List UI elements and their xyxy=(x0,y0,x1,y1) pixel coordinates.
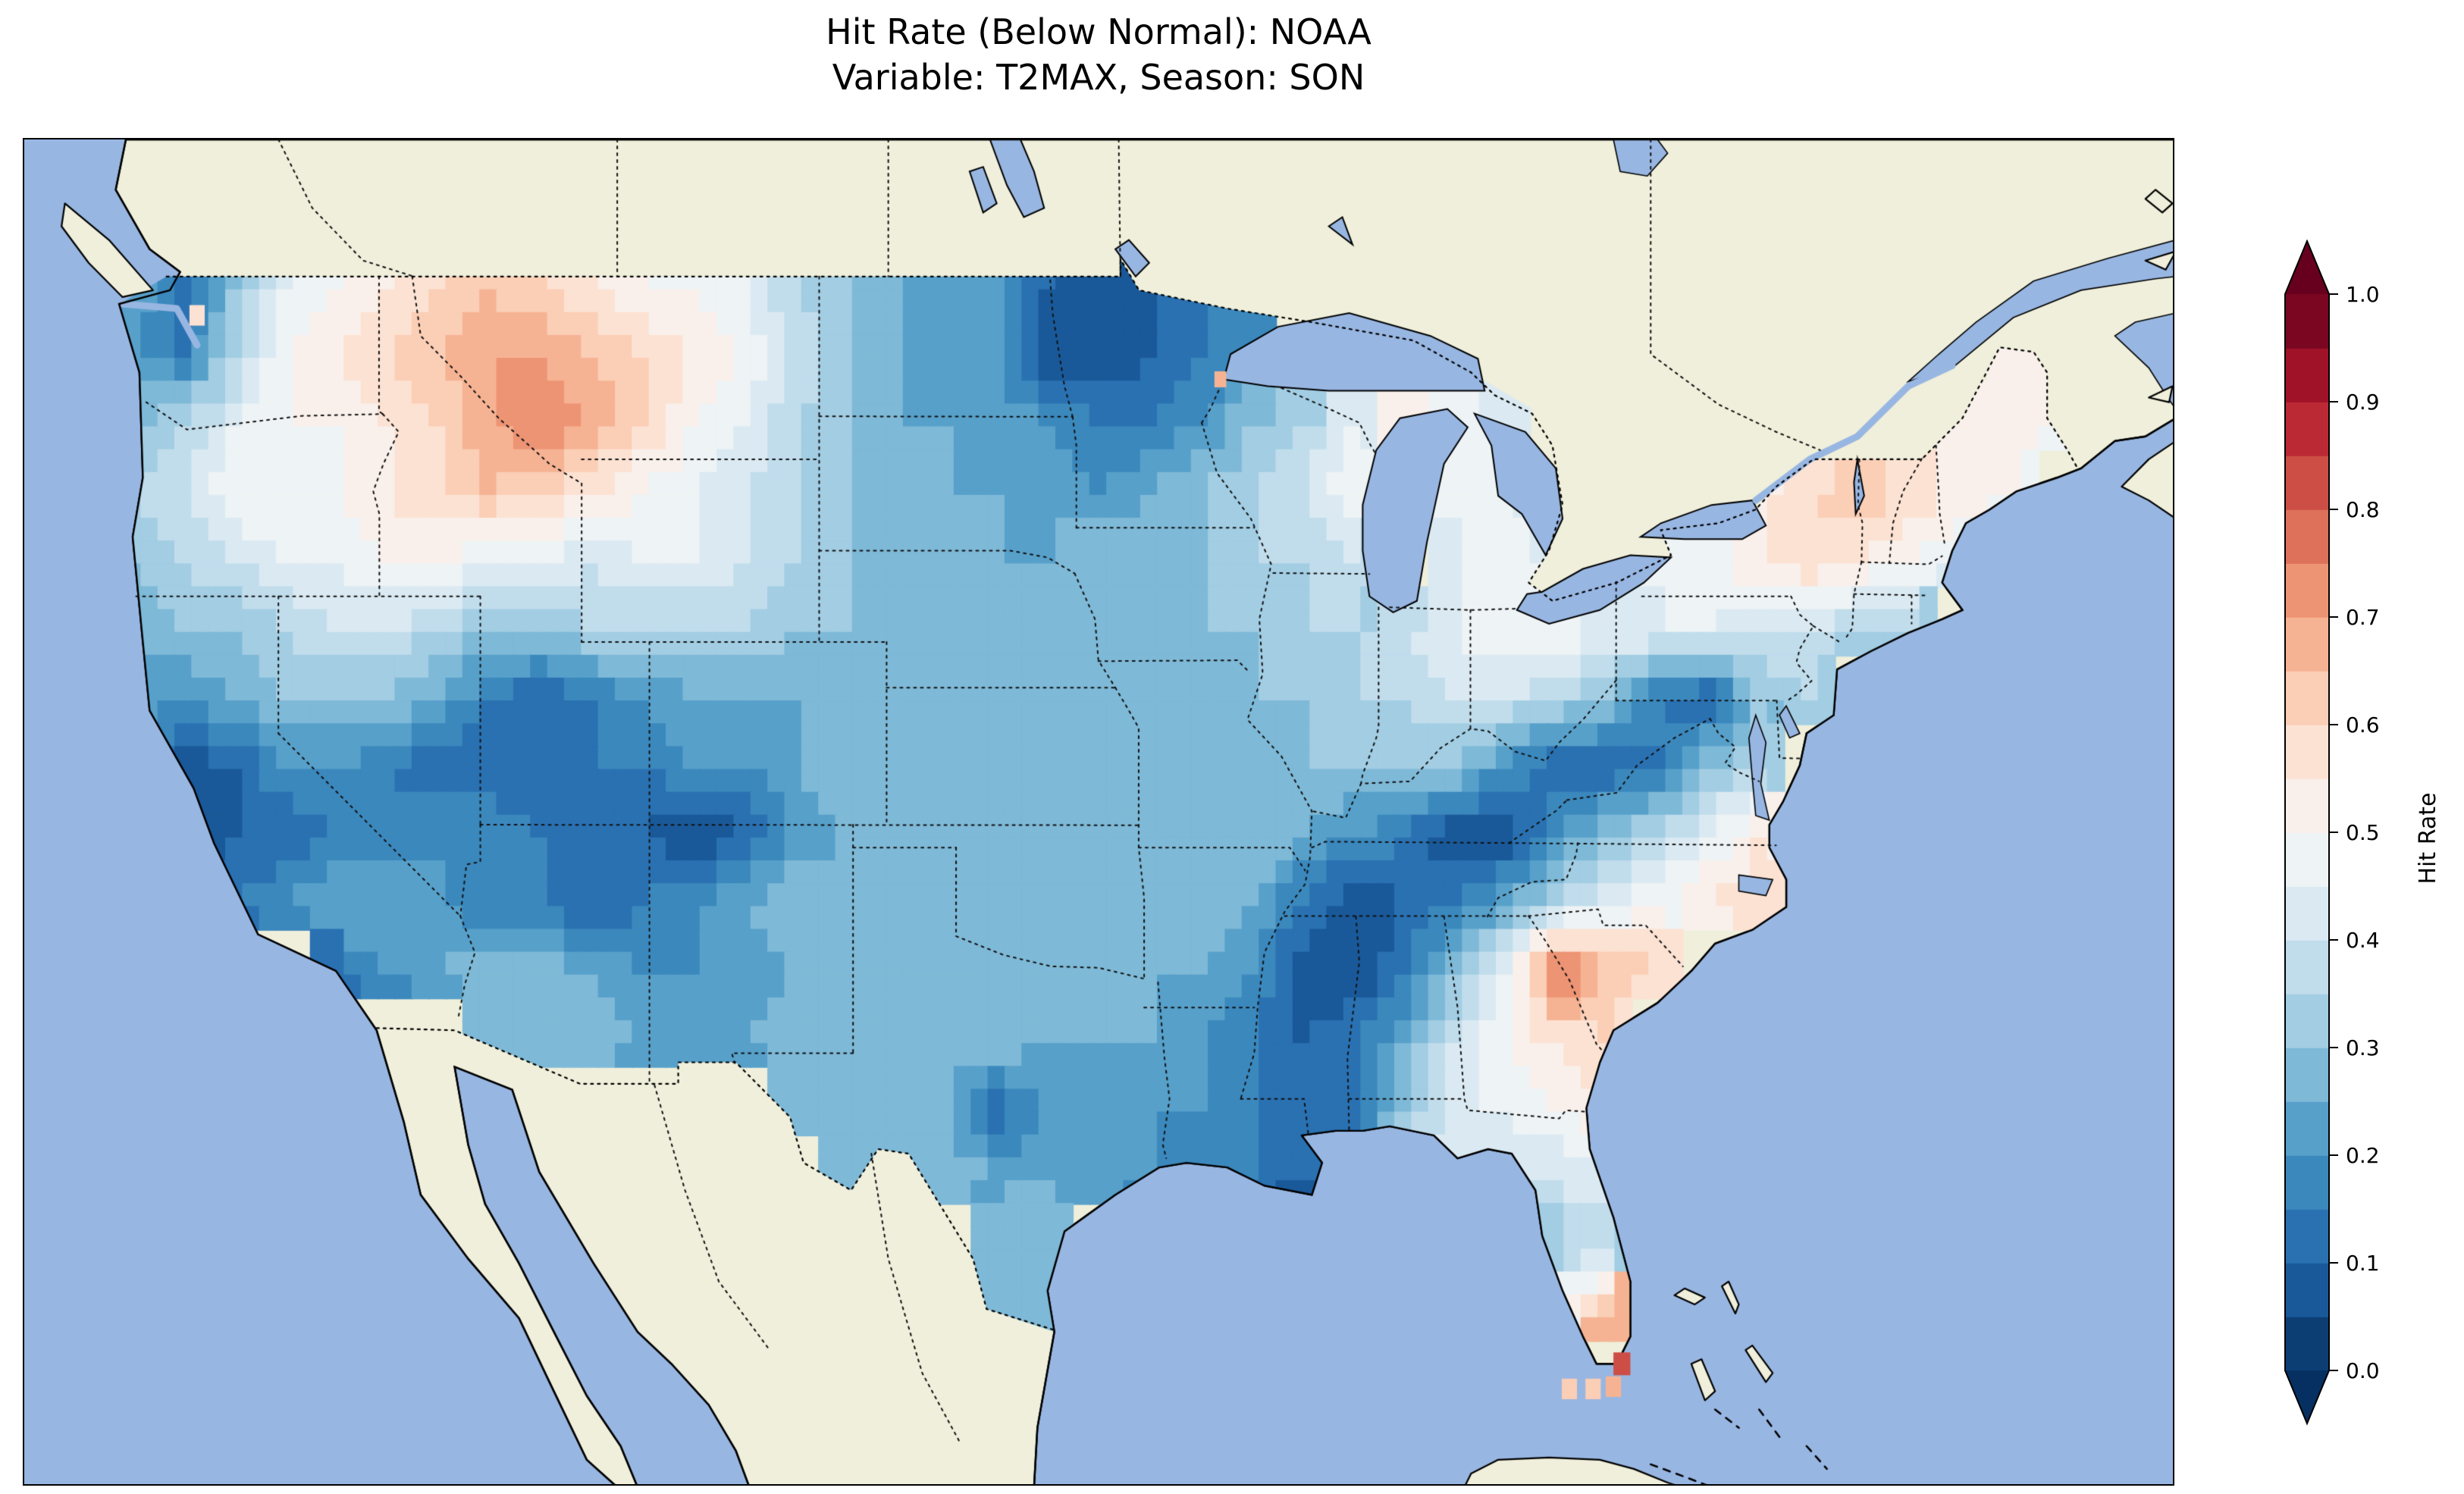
colorbar-band xyxy=(2285,1263,2329,1317)
colorbar: 1.0 0.9 0.8 0.7 0.6 0.5 0.4 0.3 0.2 0.1 0.0 Hit Ra… xyxy=(2284,240,2464,1445)
colorbar-tick-label: 0.0 xyxy=(2346,1358,2380,1383)
colorbar-band xyxy=(2285,402,2329,456)
colorbar-band xyxy=(2285,617,2329,672)
colorbar-band xyxy=(2285,778,2329,833)
colorbar-tick-label: 0.4 xyxy=(2346,928,2380,953)
colorbar-band xyxy=(2285,348,2329,402)
colorbar-band xyxy=(2285,832,2329,887)
colorbar-tick-label: 1.0 xyxy=(2346,282,2380,307)
colorbar-tick-label: 0.5 xyxy=(2346,820,2380,845)
colorbar-band xyxy=(2285,1155,2329,1210)
plot-title-line2: Variable: T2MAX, Season: SON xyxy=(832,57,1365,98)
colorbar-band xyxy=(2285,725,2329,779)
colorbar-band xyxy=(2285,994,2329,1048)
colorbar-tick-label: 0.3 xyxy=(2346,1035,2380,1060)
colorbar-band xyxy=(2285,886,2329,941)
colorbar-band xyxy=(2285,1048,2329,1102)
plot-title-line1: Hit Rate (Below Normal): NOAA xyxy=(826,11,1372,52)
us-hit-rate-heatmap xyxy=(24,139,2173,1484)
colorbar-band xyxy=(2285,294,2329,349)
colorbar-band xyxy=(2285,1209,2329,1264)
colorbar-svg: 1.0 0.9 0.8 0.7 0.6 0.5 0.4 0.3 0.2 0.1 0.0 Hit Ra… xyxy=(2284,240,2441,1426)
colorbar-tick-label: 0.8 xyxy=(2346,497,2380,522)
colorbar-band xyxy=(2285,456,2329,510)
colorbar-tick-label: 0.7 xyxy=(2346,605,2380,630)
colorbar-tick-label: 0.6 xyxy=(2346,713,2380,738)
colorbar-band xyxy=(2285,563,2329,618)
map-axes xyxy=(23,138,2174,1486)
colorbar-band xyxy=(2285,671,2329,725)
colorbar-label: Hit Rate xyxy=(2415,793,2441,885)
colorbar-band xyxy=(2285,509,2329,564)
colorbar-extend-min xyxy=(2285,1370,2329,1424)
colorbar-tick-label: 0.1 xyxy=(2346,1251,2380,1276)
plot-title: Hit Rate (Below Normal): NOAA Variable: … xyxy=(23,9,2174,100)
colorbar-band xyxy=(2285,1101,2329,1156)
colorbar-band xyxy=(2285,1317,2329,1371)
colorbar-band xyxy=(2285,940,2329,994)
colorbar-tick-label: 0.2 xyxy=(2346,1143,2380,1168)
colorbar-extend-max xyxy=(2285,241,2329,294)
colorbar-tick-label: 0.9 xyxy=(2346,390,2380,415)
